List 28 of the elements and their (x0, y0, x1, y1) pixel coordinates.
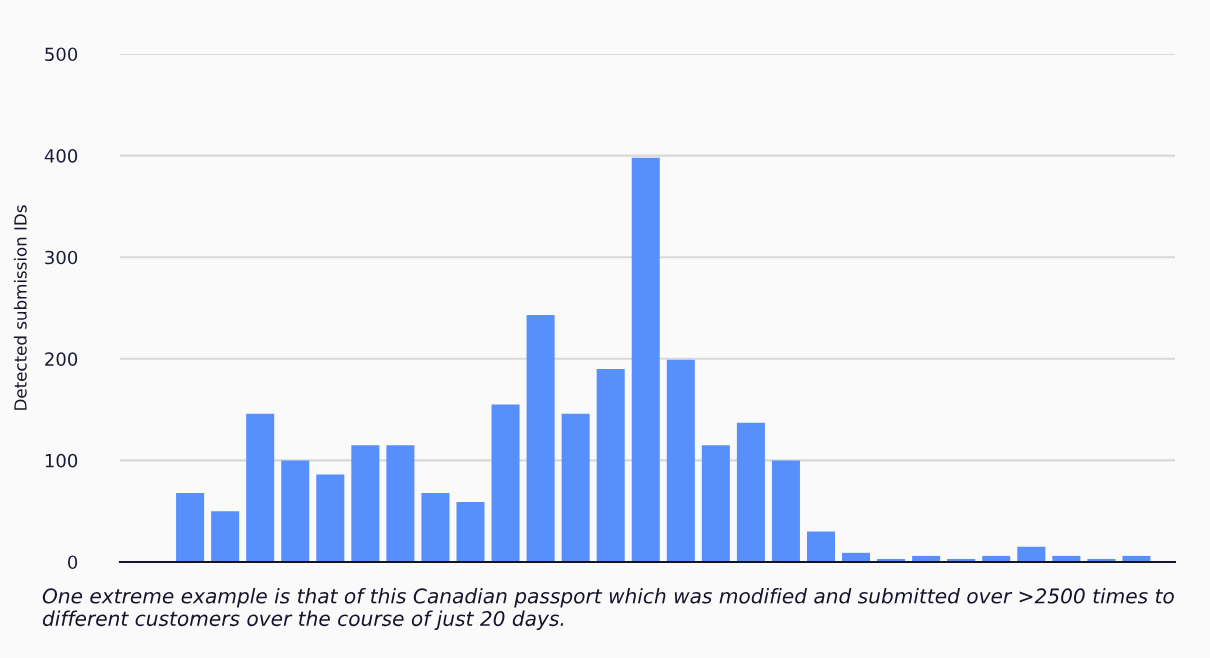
bar (666, 359, 695, 562)
bar (631, 157, 660, 562)
bar (491, 404, 520, 562)
bar (421, 492, 450, 562)
bar (596, 368, 625, 562)
bar (526, 315, 555, 562)
bar (176, 492, 205, 562)
bar (386, 445, 415, 562)
text: One extreme example is that of this Canadian passport which was modified and submitted over >2500 times to different customers over the course of just 20 days. (42, 588, 1174, 631)
y-tick-label: 200 (45, 352, 78, 366)
bar (1017, 546, 1046, 562)
bar (211, 511, 240, 562)
bar (561, 413, 590, 562)
bar (316, 474, 345, 562)
y-tick-label: 0 (68, 555, 78, 570)
bar (281, 460, 310, 562)
bar (736, 422, 765, 562)
y-axis-title: Detected submission IDs (13, 205, 27, 410)
bar (771, 460, 800, 562)
y-tick-label: 100 (45, 453, 78, 468)
y-tick-label: 300 (45, 250, 78, 265)
bar (456, 502, 485, 562)
bar (351, 445, 380, 562)
y-tick-label: 500 (45, 47, 78, 62)
y-tick-label: 400 (44, 149, 78, 163)
bar (246, 413, 275, 562)
bar (701, 445, 730, 562)
bar (806, 531, 836, 562)
